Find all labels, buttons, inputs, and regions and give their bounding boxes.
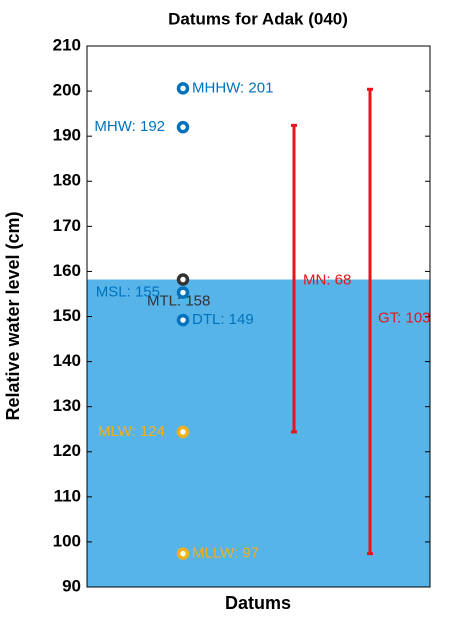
datum-point	[176, 120, 190, 134]
datum-label: DTL: 149	[192, 311, 254, 328]
y-tick-label: 90	[62, 576, 81, 595]
range-label: MN: 68	[303, 272, 351, 289]
y-tick-label: 120	[53, 441, 81, 460]
datum-point	[176, 547, 190, 560]
datum-label: MTL: 158	[147, 293, 210, 310]
y-tick-label: 150	[53, 306, 81, 325]
y-tick-label: 170	[53, 216, 81, 235]
datum-point	[176, 82, 190, 95]
datum-point	[176, 313, 190, 327]
y-tick-label: 160	[53, 261, 81, 280]
x-axis-label: Datums	[225, 593, 291, 613]
chart-title: Datums for Adak (040)	[168, 9, 348, 28]
datum-label: MLW: 124	[98, 423, 165, 440]
datum-point	[176, 273, 190, 286]
area	[87, 279, 430, 587]
y-tick-label: 110	[54, 486, 81, 505]
y-tick-label: 100	[53, 531, 81, 550]
y-tick-label: 130	[53, 396, 81, 415]
y-tick-label: 140	[53, 351, 81, 370]
datum-label: MSL: 155	[96, 284, 160, 301]
y-tick-label: 210	[53, 35, 81, 54]
y-axis-label: Relative water level (cm)	[3, 211, 23, 420]
datum-point	[176, 425, 190, 439]
datum-label: MHW: 192	[94, 118, 165, 135]
y-tick-label: 190	[53, 126, 81, 145]
y-tick-label: 200	[53, 81, 81, 100]
datum-point	[176, 286, 190, 299]
range-label: GT: 103	[378, 309, 431, 326]
datum-label: MLLW: 97	[192, 545, 259, 562]
datum-label: MHHW: 201	[192, 79, 273, 96]
y-tick-label: 180	[53, 171, 81, 190]
